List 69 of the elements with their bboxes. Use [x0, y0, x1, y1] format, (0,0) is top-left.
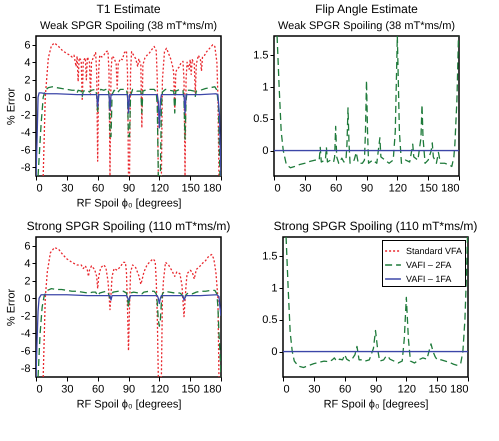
y-tick-label: -4: [20, 328, 30, 340]
x-axis-title: RF Spoil ϕ₀ [degrees]: [324, 398, 428, 410]
y-tick-label: 2: [24, 275, 30, 288]
legend-label: Standard VFA: [406, 246, 462, 256]
x-tick-label: 180: [203, 182, 222, 194]
x-tick-label: 30: [308, 384, 320, 396]
chart-title: Strong SPGR Spoiling (110 mT*ms/m): [274, 219, 478, 233]
chart-subtitle: Weak SPGR Spoiling (38 mT*ms/m): [278, 20, 456, 32]
y-tick-label: -8: [20, 162, 30, 174]
y-tick-label: 0: [24, 92, 30, 104]
x-tick-label: 30: [61, 182, 74, 194]
line-series: [42, 42, 220, 176]
y-axis-title: % Error: [6, 288, 18, 326]
x-tick-label: 120: [150, 182, 170, 194]
y-tick-label: 1.5: [262, 250, 278, 263]
x-tick-label: 120: [150, 384, 170, 396]
chart-title: T1 Estimate: [96, 2, 161, 16]
y-tick-label: 1: [262, 81, 268, 94]
x-tick-label: 150: [181, 182, 200, 194]
x-tick-label: 0: [284, 384, 290, 396]
x-tick-label: 180: [441, 182, 460, 194]
x-tick-label: 90: [122, 384, 136, 396]
x-tick-label: 60: [330, 182, 342, 194]
chart-subtitle: Weak SPGR Spoiling (38 mT*ms/m): [40, 20, 218, 32]
x-tick-label: 150: [419, 182, 438, 194]
line-series: [285, 237, 468, 368]
y-tick-label: 4: [24, 258, 30, 270]
y-tick-label: 0: [24, 292, 30, 305]
x-tick-label: 0: [36, 384, 43, 396]
y-tick-label: -2: [20, 310, 30, 322]
x-tick-label: 60: [339, 384, 352, 396]
y-tick-label: 0: [262, 145, 268, 158]
y-tick-label: 0.5: [262, 314, 278, 326]
x-tick-label: 120: [388, 182, 408, 194]
y-tick-label: 6: [24, 240, 30, 252]
chart-title: Strong SPGR Spoiling (110 mT*ms/m): [26, 219, 230, 233]
x-tick-label: 150: [428, 384, 447, 396]
y-tick-label: -6: [20, 345, 30, 358]
y-tick-label: 0.5: [253, 113, 268, 126]
x-tick-label: 60: [92, 384, 104, 396]
y-tick-label: 2: [24, 74, 30, 86]
x-tick-label: 30: [299, 182, 312, 194]
y-tick-label: 6: [24, 39, 30, 52]
legend-label: VAFI – 2FA: [406, 260, 452, 270]
x-tick-label: 30: [61, 384, 74, 396]
y-tick-label: -4: [20, 126, 30, 139]
y-tick-label: 1.5: [253, 50, 268, 62]
x-tick-label: 90: [370, 384, 382, 396]
x-axis-title: RF Spoil ϕ₀ [degrees]: [76, 198, 182, 210]
x-tick-label: 120: [398, 384, 416, 396]
x-tick-label: 180: [450, 384, 468, 396]
x-axis-title: RF Spoil ϕ₀ [degrees]: [76, 398, 182, 410]
x-tick-label: 60: [92, 182, 104, 194]
y-tick-label: 4: [24, 56, 30, 69]
y-tick-label: -6: [20, 144, 30, 156]
x-tick-label: 180: [203, 384, 222, 396]
chart-title: Flip Angle Estimate: [315, 2, 418, 16]
line-series: [276, 36, 459, 168]
y-axis-title: % Error: [6, 88, 18, 126]
x-tick-label: 90: [122, 182, 136, 194]
y-tick-label: 0: [271, 346, 278, 358]
y-tick-label: -2: [20, 109, 30, 122]
line-series: [42, 246, 220, 377]
x-tick-label: 0: [36, 182, 43, 194]
x-tick-label: 150: [181, 384, 200, 396]
y-tick-label: -8: [20, 362, 30, 375]
x-tick-label: 90: [360, 182, 374, 194]
legend-label: VAFI – 1FA: [406, 274, 452, 284]
y-tick-label: 1: [271, 282, 278, 294]
